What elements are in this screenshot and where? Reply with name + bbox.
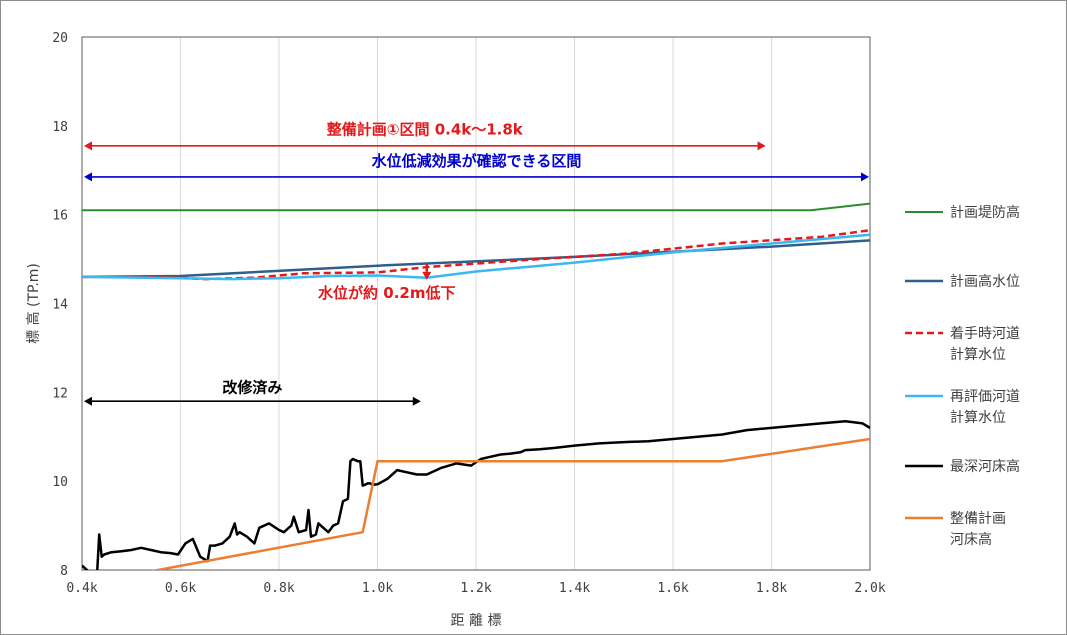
annotation-text: 改修済み: [222, 378, 282, 396]
y-tick-label: 10: [52, 475, 68, 490]
arrow-head: [84, 172, 92, 182]
annotation-teika: 水位が約 0.2m低下: [318, 263, 455, 302]
y-tick-label: 20: [52, 31, 68, 46]
series-layer: [82, 202, 870, 570]
arrow-head: [412, 396, 421, 406]
y-axis-title: 標 高 (TP.m): [25, 263, 42, 344]
annotation-kaishu: 改修済み: [84, 378, 421, 406]
legend-item-teibo: 計画堤防高: [905, 204, 1020, 221]
plot-area: [81, 36, 871, 571]
x-tick-label: 1.4k: [559, 581, 590, 596]
legend-label: 整備計画: [950, 511, 1006, 527]
legend-label: 河床高: [950, 531, 992, 548]
x-tick-label: 1.0k: [362, 581, 393, 596]
x-tick-label: 0.8k: [263, 581, 294, 596]
legend-label: 計画堤防高: [950, 204, 1020, 221]
series-line-teibo: [82, 202, 870, 212]
series-line-saishin: [82, 419, 870, 570]
legend-label: 計算水位: [950, 410, 1006, 426]
legend-label: 計画高水位: [950, 273, 1020, 290]
arrow-head: [84, 396, 92, 406]
legend-label: 着手時河道: [950, 326, 1020, 342]
annotation-seibi_kukan: 整備計画①区間 0.4k〜1.8k: [84, 121, 766, 151]
arrow-head: [84, 141, 92, 151]
annotation-text: 水位が約 0.2m低下: [318, 284, 455, 302]
y-tick-label: 14: [52, 298, 68, 313]
legend-item-saishin: 最深河床高: [905, 458, 1020, 475]
y-tick-label: 18: [52, 120, 68, 135]
grid: [180, 37, 772, 570]
series-line-seibi_kasho: [151, 437, 870, 570]
x-tick-label: 0.6k: [165, 581, 196, 596]
y-axis: 8 10 12 14 16 18 20: [52, 31, 68, 579]
x-axis: 0.4k 0.6k 0.8k 1.0k 1.2k 1.4k 1.6k 1.8k 2.0k: [66, 581, 885, 596]
plot-border: [81, 36, 871, 571]
annotation-text: 水位低減効果が確認できる区間: [372, 152, 582, 170]
legend-label: 最深河床高: [950, 458, 1020, 475]
annotation-suii_kukan: 水位低減効果が確認できる区間: [84, 152, 869, 182]
x-tick-label: 0.4k: [66, 581, 97, 596]
x-tick-label: 1.6k: [657, 581, 688, 596]
x-axis-title: 距 離 標: [451, 612, 502, 629]
y-tick-label: 12: [52, 386, 68, 401]
arrow-head: [757, 141, 766, 151]
legend-item-keikaku_kosui: 計画高水位: [905, 273, 1020, 290]
x-tick-label: 1.8k: [756, 581, 787, 596]
arrow-head: [422, 271, 432, 280]
arrow-head: [861, 172, 869, 182]
legend-label: 再評価河道: [950, 389, 1020, 405]
legend-label: 計算水位: [950, 347, 1006, 363]
y-tick-label: 8: [60, 564, 68, 579]
annotation-text: 整備計画①区間 0.4k〜1.8k: [327, 121, 524, 139]
x-tick-label: 2.0k: [854, 581, 885, 596]
y-tick-label: 16: [52, 209, 68, 224]
x-tick-label: 1.2k: [460, 581, 491, 596]
